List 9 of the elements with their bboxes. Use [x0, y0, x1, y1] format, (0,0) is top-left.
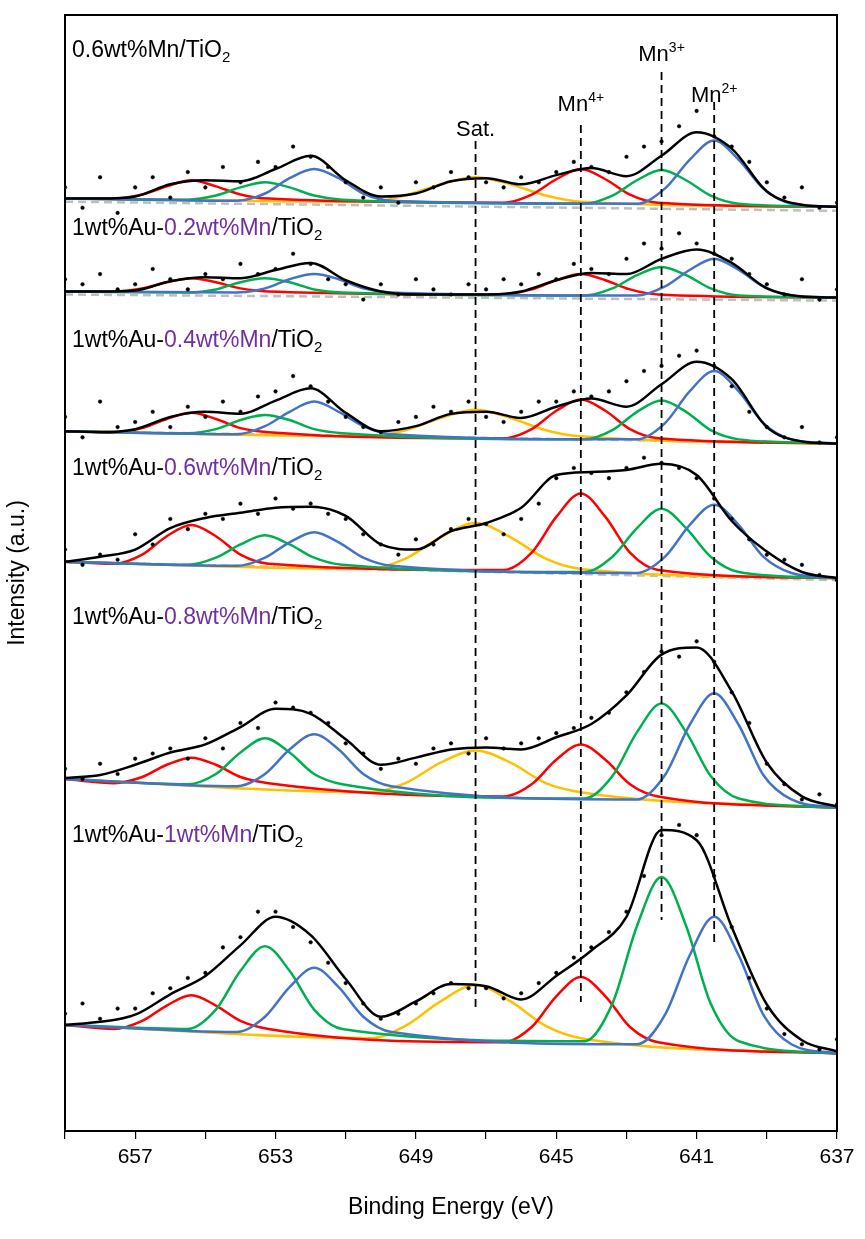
x-tick-label: 653: [258, 1144, 294, 1168]
x-tick-label: 641: [679, 1144, 715, 1168]
x-tick-label: 637: [819, 1144, 855, 1168]
y-axis-title: Intensity (a.u.): [3, 500, 30, 646]
ref-line-label: Sat.: [456, 116, 496, 141]
x-axis-title: Binding Energy (eV): [348, 1192, 554, 1219]
x-tick-label: 657: [117, 1144, 153, 1168]
x-tick-label: 649: [398, 1144, 434, 1168]
x-tick-label: 645: [538, 1144, 574, 1168]
